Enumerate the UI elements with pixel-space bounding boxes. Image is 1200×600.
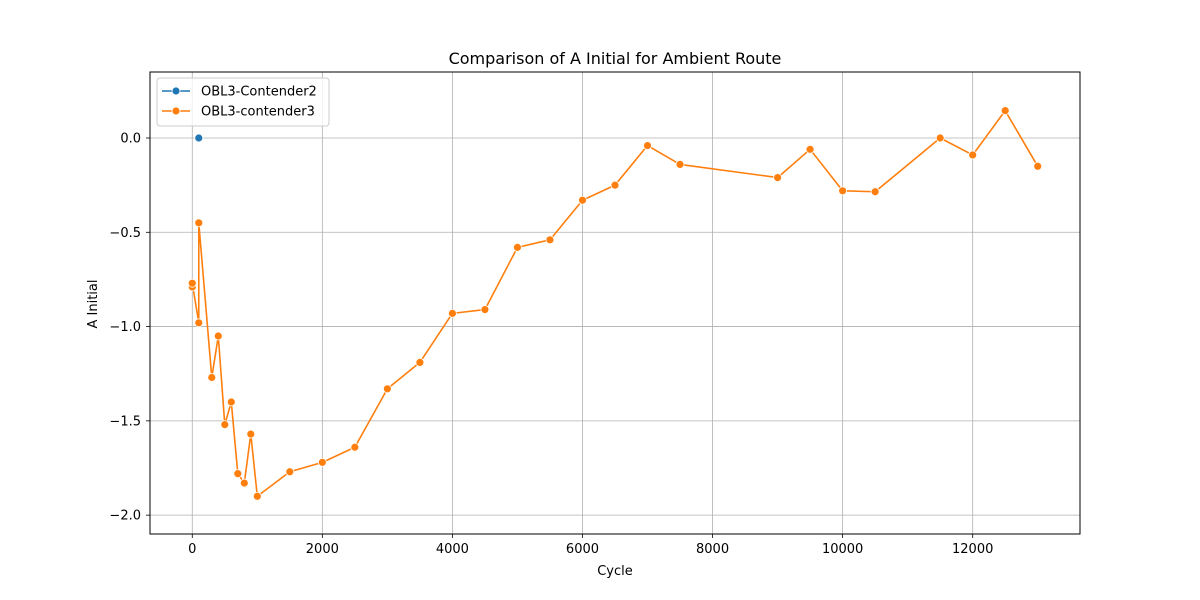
data-point-obl3-contender3 (239, 478, 249, 488)
x-tick-label: 2000 (306, 542, 339, 557)
data-point-obl3-contender3 (935, 133, 945, 143)
data-point-obl3-contender3 (1000, 106, 1010, 116)
data-point-obl3-contender3 (480, 305, 490, 315)
plot-frame (149, 71, 1081, 535)
x-axis-label: Cycle (597, 564, 633, 579)
tick-layer: 0 2000 4000 6000 8000 10000 12000 −2.0 −1.5 −1.0 −… (109, 132, 993, 558)
legend-label-obl3-contender2: OBL3-Contender2 (201, 85, 317, 100)
data-point-obl3-contender3 (382, 384, 392, 394)
data-point-obl3-contender3 (213, 331, 223, 341)
data-point-obl3-contender3 (194, 318, 204, 328)
series-obl3-contender3 (187, 106, 1043, 501)
data-point-obl3-contender3 (285, 467, 295, 477)
data-point-obl3-contender3 (643, 141, 652, 150)
legend-label-obl3-contender3: OBL3-contender3 (201, 105, 315, 120)
x-tick-label: 8000 (696, 542, 729, 557)
x-tick-label: 12000 (952, 542, 993, 557)
x-tick-label: 0 (188, 542, 196, 557)
legend-marker-obl3-contender2 (171, 86, 181, 96)
data-point-obl3-contender3 (773, 173, 782, 183)
data-point-obl3-contender3 (1033, 161, 1043, 171)
data-point-obl3-contender3 (220, 420, 230, 430)
data-point-obl3-contender3 (226, 397, 236, 407)
x-tick-label: 6000 (566, 542, 599, 557)
chart-title: Comparison of A Initial for Ambient Rout… (449, 49, 782, 68)
data-point-obl3-contender3 (578, 195, 587, 205)
data-point-obl3-contender3 (317, 457, 327, 467)
series-obl3-contender2 (194, 133, 204, 143)
data-point-obl3-contender3 (968, 150, 978, 160)
data-point-obl3-contender3 (415, 357, 425, 367)
data-point-obl3-contender3 (545, 235, 555, 245)
y-axis-label: A Initial (86, 280, 101, 329)
data-point-obl3-contender3 (187, 278, 197, 288)
data-point-obl3-contender3 (448, 308, 457, 318)
data-point-obl3-contender3 (233, 469, 243, 479)
y-tick-label: −2.0 (109, 509, 141, 524)
y-tick-label: −1.0 (109, 320, 141, 335)
data-point-obl3-contender3 (194, 218, 204, 228)
legend-box (156, 77, 330, 127)
data-point-obl3-contender2 (194, 133, 204, 143)
data-point-obl3-contender3 (513, 242, 522, 252)
grid-layer (150, 72, 1080, 534)
y-tick-label: −1.5 (109, 414, 141, 429)
y-tick-label: 0.0 (120, 132, 141, 147)
data-point-obl3-contender3 (246, 429, 256, 439)
data-point-obl3-contender3 (675, 159, 685, 169)
data-point-obl3-contender3 (838, 186, 848, 196)
legend: OBL3-Contender2 OBL3-contender3 (156, 77, 330, 127)
legend-marker-obl3-contender3 (171, 106, 181, 116)
series-layer (187, 106, 1043, 501)
data-point-obl3-contender3 (252, 491, 262, 501)
data-point-obl3-contender3 (805, 144, 815, 154)
data-point-obl3-contender3 (610, 180, 620, 190)
data-point-obl3-contender3 (870, 187, 880, 197)
x-tick-label: 10000 (822, 542, 863, 557)
x-tick-label: 4000 (436, 542, 469, 557)
data-point-obl3-contender3 (207, 373, 217, 382)
y-tick-label: −0.5 (109, 226, 141, 241)
data-point-obl3-contender3 (350, 442, 360, 452)
